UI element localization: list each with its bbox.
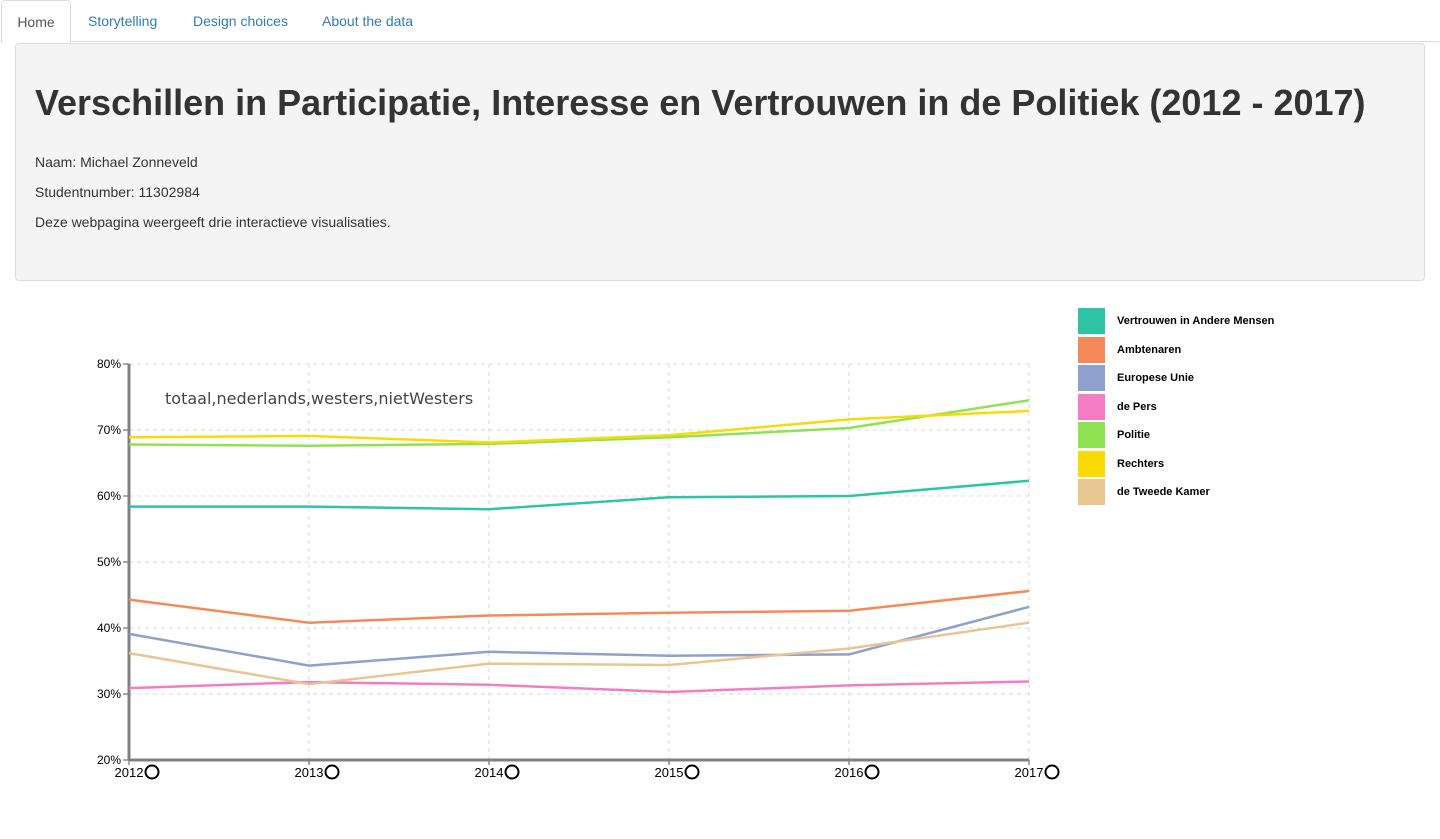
y-tick-label: 30% — [97, 687, 121, 701]
series-line — [129, 479, 1030, 511]
y-tick-label: 80% — [97, 357, 121, 371]
y-tick-label: 20% — [97, 753, 121, 767]
header-panel: Verschillen in Participatie, Interesse e… — [15, 43, 1425, 281]
line-chart: 20% 30% 40% 50% 60% 70% 80% 2012 2013 2014 2015 201… — [97, 357, 1060, 780]
y-tick-label: 70% — [97, 423, 121, 437]
nav-tabs: Home Storytelling Design choices About t… — [0, 0, 1440, 43]
legend-label: de Pers — [1117, 400, 1157, 413]
chart-annotation: totaal,nederlands,westers,nietWesters — [165, 389, 473, 408]
series-line — [128, 680, 1030, 694]
x-tick-label: 2013 — [295, 765, 324, 780]
legend-swatch — [1078, 450, 1105, 477]
tab-storytelling[interactable]: Storytelling — [88, 13, 158, 29]
student-number: Studentnumber: 11302984 — [35, 184, 200, 200]
tab-design-choices[interactable]: Design choices — [193, 13, 288, 29]
chart-legend: Vertrouwen in Andere Mensen Ambtenaren Eur… — [1078, 308, 1378, 508]
chart-grid — [129, 363, 1030, 761]
x-tick-label: 2015 — [655, 765, 684, 780]
series-line — [128, 399, 1030, 448]
legend-item[interactable]: Rechters — [1078, 450, 1378, 480]
series-line — [128, 621, 1030, 686]
series-line — [128, 589, 1030, 624]
x-tick-label: 2012 — [115, 765, 144, 780]
y-tick-label: 50% — [97, 555, 121, 569]
legend-swatch — [1078, 393, 1105, 420]
legend-label: de Tweede Kamer — [1117, 486, 1210, 498]
legend-item[interactable]: Politie — [1078, 422, 1378, 451]
series-line — [128, 409, 1030, 444]
legend-swatch — [1078, 336, 1105, 363]
legend-item[interactable]: Ambtenaren — [1078, 336, 1378, 366]
legend-swatch — [1078, 479, 1105, 505]
page-title: Verschillen in Participatie, Interesse e… — [35, 82, 1366, 123]
chart-axes: 20% 30% 40% 50% 60% 70% 80% 2012 2013 2014 2015 201… — [97, 357, 1043, 780]
page-description: Deze webpagina weergeeft drie interactie… — [35, 214, 391, 230]
legend-label: Rechters — [1117, 457, 1165, 470]
x-tick-label: 2016 — [835, 765, 864, 780]
year-marker-circle[interactable] — [504, 764, 520, 780]
legend-swatch — [1078, 422, 1105, 448]
year-marker-circle[interactable] — [1044, 764, 1060, 780]
chart-series — [128, 399, 1030, 694]
series-line — [128, 605, 1030, 667]
year-marker-circle[interactable] — [144, 764, 160, 780]
legend-item[interactable]: de Tweede Kamer — [1078, 479, 1378, 508]
legend-swatch — [1078, 365, 1105, 391]
legend-swatch — [1078, 308, 1105, 334]
year-marker-circle[interactable] — [684, 764, 700, 780]
legend-label: Vertrouwen in Andere Mensen — [1117, 315, 1275, 327]
y-tick-label: 40% — [97, 621, 121, 635]
legend-label: Europese Unie — [1117, 372, 1195, 384]
author-name: Naam: Michael Zonneveld — [35, 154, 198, 170]
legend-item[interactable]: de Pers — [1078, 393, 1378, 423]
legend-label: Ambtenaren — [1117, 343, 1182, 356]
year-markers — [144, 764, 1060, 780]
x-tick-label: 2017 — [1015, 765, 1044, 780]
legend-label: Politie — [1117, 429, 1151, 441]
year-marker-circle[interactable] — [324, 764, 340, 780]
tab-about-the-data[interactable]: About the data — [322, 13, 414, 29]
legend-item[interactable]: Vertrouwen in Andere Mensen — [1078, 308, 1378, 337]
tab-home[interactable]: Home — [1, 0, 71, 43]
year-marker-circle[interactable] — [864, 764, 880, 780]
y-tick-label: 60% — [97, 489, 121, 503]
legend-item[interactable]: Europese Unie — [1078, 365, 1378, 394]
x-tick-label: 2014 — [475, 765, 504, 780]
